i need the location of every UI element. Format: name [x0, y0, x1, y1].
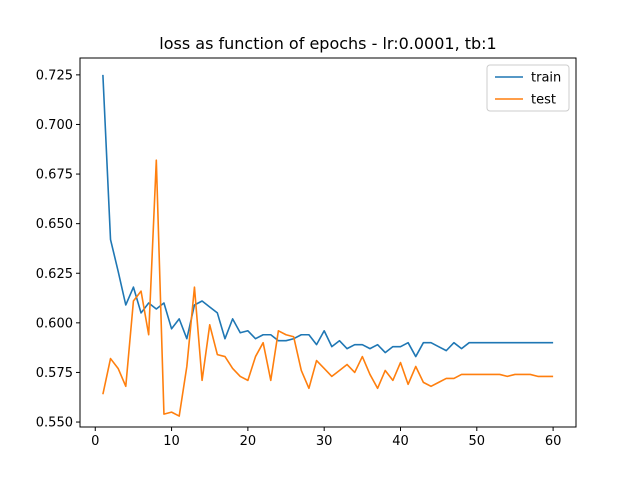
y-tick-label: 0.675	[36, 168, 73, 183]
series-line-train	[102, 74, 554, 358]
legend-label-train: train	[531, 71, 561, 86]
chart-title: loss as function of epochs - lr:0.0001, …	[159, 34, 496, 53]
plot-frame	[79, 57, 577, 428]
legend-label-test: test	[531, 93, 556, 108]
y-tick-label: 0.725	[36, 68, 73, 83]
y-tick-label: 0.650	[36, 217, 73, 232]
x-tick-label: 0	[91, 434, 99, 449]
x-tick-label: 20	[240, 434, 257, 449]
legend: train test	[486, 64, 570, 112]
axis-layer: 0 10 20 30 40 50 60 0.550 0.575 0.600 0.625 0.650 0.…	[36, 68, 562, 449]
series-line-test	[102, 159, 554, 417]
x-tick-label: 40	[392, 434, 409, 449]
y-tick-label: 0.700	[36, 118, 73, 133]
y-tick-label: 0.625	[36, 267, 73, 282]
x-tick-label: 60	[545, 434, 562, 449]
x-tick-label: 30	[316, 434, 333, 449]
y-tick-label: 0.575	[36, 366, 73, 381]
series-layer	[102, 74, 554, 417]
y-tick-label: 0.550	[36, 416, 73, 431]
x-tick-label: 10	[163, 434, 180, 449]
x-tick-label: 50	[469, 434, 486, 449]
y-tick-label: 0.600	[36, 316, 73, 331]
